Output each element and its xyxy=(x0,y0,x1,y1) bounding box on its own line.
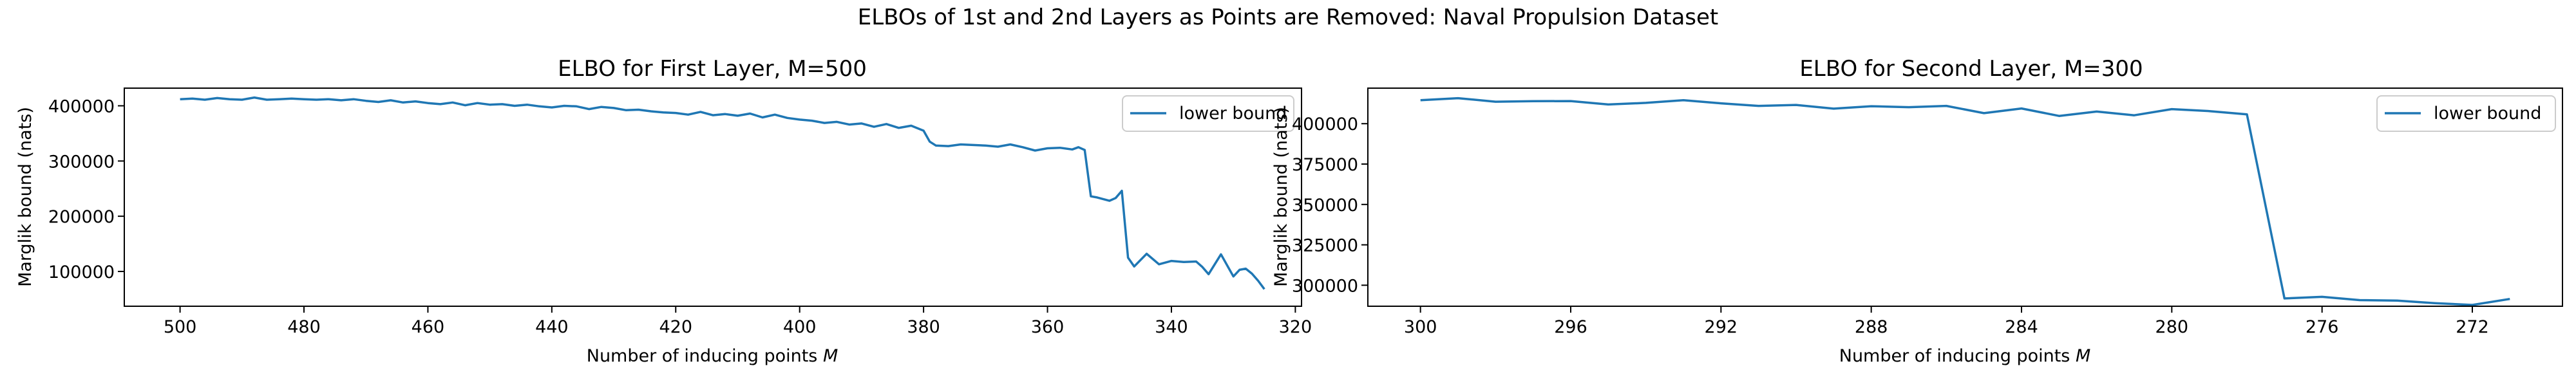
subplot-first-layer-grid-ticks: 500 480 460 440 420 400 380 360 340 320 100000 2000… xyxy=(48,96,1312,337)
x-tick-label: 360 xyxy=(1031,317,1065,337)
x-tick-label: 300 xyxy=(1404,317,1437,337)
x-tick-label: 340 xyxy=(1155,317,1188,337)
subplot-first-layer-title: ELBO for First Layer, M=500 xyxy=(558,56,867,82)
x-tick-label: 420 xyxy=(659,317,693,337)
y-tick-label: 400000 xyxy=(1292,115,1358,134)
x-tick-label: 292 xyxy=(1705,317,1738,337)
x-tick-label: 480 xyxy=(287,317,321,337)
y-tick-label: 375000 xyxy=(1292,155,1358,175)
x-tick-label: 440 xyxy=(535,317,569,337)
figure-suptitle: ELBOs of 1st and 2nd Layers as Points ar… xyxy=(858,5,1719,30)
legend-box xyxy=(1122,95,1294,132)
series-line-lower-bound-second-layer xyxy=(1420,96,2510,306)
subplot-second-layer-xlabel: Number of inducing points M xyxy=(1839,346,2091,366)
subplot-second-layer-ylabel: Marglik bound (nats) xyxy=(1271,107,1291,287)
x-tick-label: 272 xyxy=(2456,317,2489,337)
subplot-first-layer-xlabel: Number of inducing points M xyxy=(587,346,838,366)
subplot-second-layer-frame xyxy=(1367,87,2563,307)
y-tick-label: 300000 xyxy=(1292,276,1358,296)
legend-label: lower bound xyxy=(2434,104,2541,124)
legend-label: lower bound xyxy=(1179,104,1287,124)
x-tick-label: 460 xyxy=(412,317,445,337)
x-tick-label: 284 xyxy=(2005,317,2038,337)
x-tick-label: 500 xyxy=(164,317,197,337)
subplot-first-layer-legend: lower bound xyxy=(1122,95,1294,132)
subplot-first-layer: ELBO for First Layer, M=500 500 480 460 440… xyxy=(15,56,1312,366)
x-tick-label: 276 xyxy=(2306,317,2339,337)
y-tick-label: 400000 xyxy=(48,96,115,116)
x-tick-label: 280 xyxy=(2155,317,2189,337)
subplot-second-layer-grid-ticks: 300 296 292 288 284 280 276 272 300000 325000 3500… xyxy=(1292,115,2489,337)
x-tick-label: 288 xyxy=(1855,317,1888,337)
x-tick-label: 320 xyxy=(1279,317,1312,337)
subplot-first-layer-ylabel: Marglik bound (nats) xyxy=(15,107,35,287)
series-line-lower-bound-first-layer xyxy=(180,96,1265,290)
x-tick-label: 296 xyxy=(1554,317,1587,337)
y-tick-label: 350000 xyxy=(1292,196,1358,216)
subplot-first-layer-frame xyxy=(124,87,1302,307)
subplot-second-layer-legend: lower bound xyxy=(2376,95,2556,132)
subplot-second-layer-title: ELBO for Second Layer, M=300 xyxy=(1799,56,2143,82)
legend-box xyxy=(2376,95,2556,132)
y-tick-label: 325000 xyxy=(1292,236,1358,256)
y-tick-label: 300000 xyxy=(48,152,115,172)
x-tick-label: 380 xyxy=(907,317,940,337)
y-tick-label: 200000 xyxy=(48,207,115,227)
subplot-second-layer: ELBO for Second Layer, M=300 300 296 292 28… xyxy=(1271,56,2563,366)
x-tick-label: 400 xyxy=(783,317,817,337)
y-tick-label: 100000 xyxy=(48,262,115,282)
